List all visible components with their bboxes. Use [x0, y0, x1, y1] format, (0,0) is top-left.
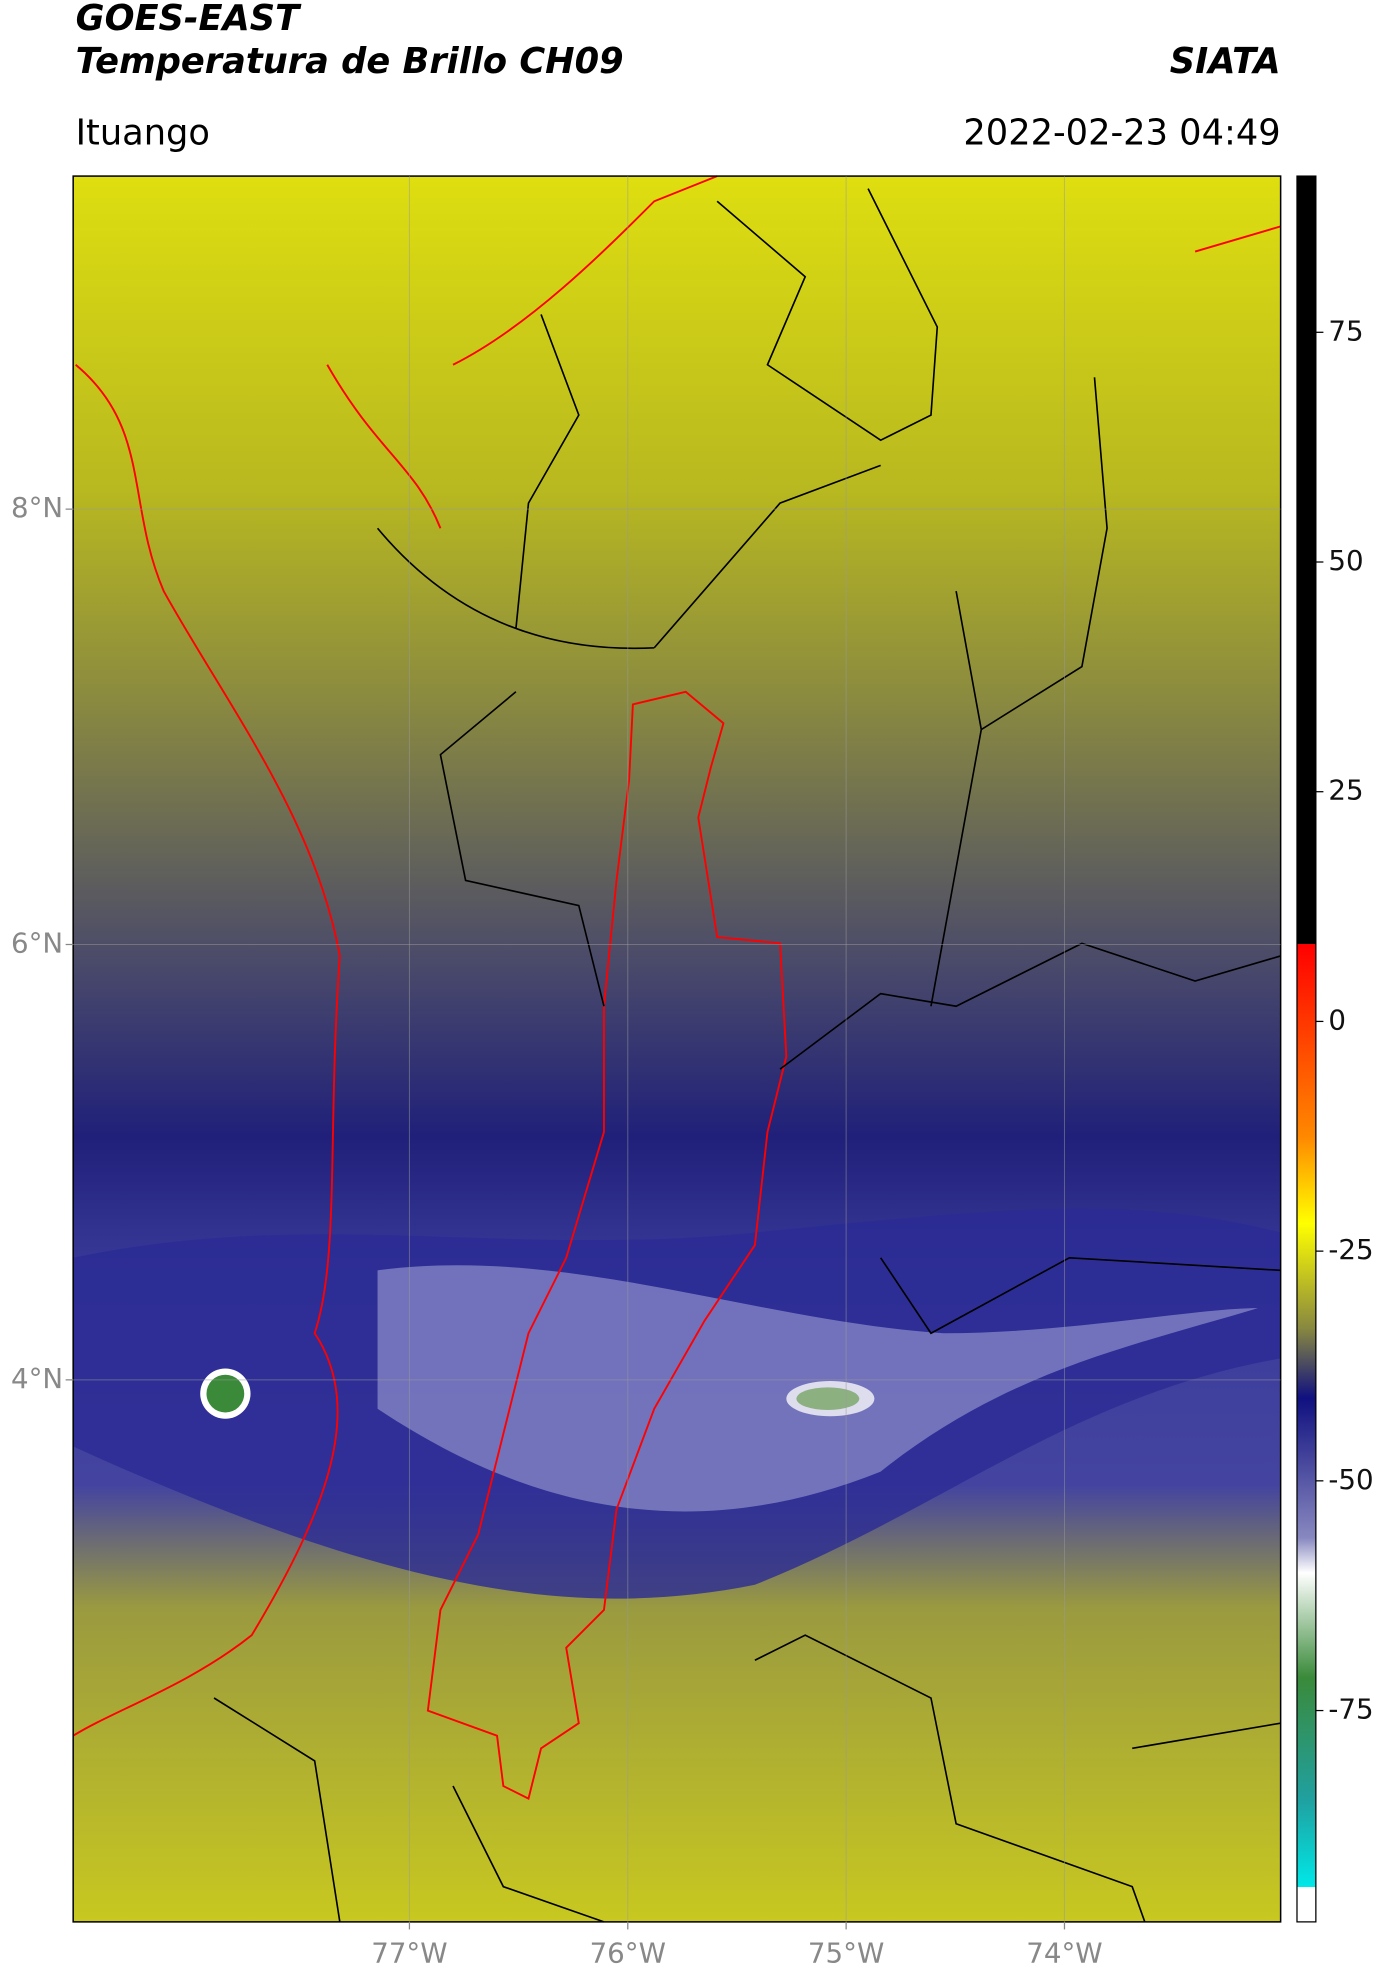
x-tick-label: 75°W [808, 1937, 884, 1970]
x-tick-label: 74°W [1026, 1937, 1102, 1970]
colorbar-tick-label: -25 [1328, 1233, 1373, 1266]
colorbar [1296, 175, 1317, 1923]
colorbar-tick-label: -75 [1328, 1693, 1373, 1726]
map [72, 175, 1281, 1923]
colorbar-tick-label: 50 [1328, 544, 1363, 577]
x-tick-label: 76°W [590, 1937, 666, 1970]
region-outline [426, 690, 788, 1800]
map-frame [72, 175, 1282, 1923]
datetime: 2022-02-23 04:49 [963, 113, 1280, 154]
x-tick-label: 77°W [371, 1937, 447, 1970]
title: GOES-EAST [76, 0, 302, 39]
colorbar-tick-label: 0 [1328, 1003, 1346, 1036]
cold-core [206, 1374, 245, 1413]
subtitle: Temperatura de Brillo CH09 [76, 41, 624, 82]
satellite-field [73, 176, 1281, 1922]
source: SIATA [1170, 41, 1281, 82]
coastline [72, 175, 1281, 1737]
y-tick-label: 8°N [11, 491, 63, 524]
admin-border [213, 188, 1281, 1923]
colorbar-tick-label: 75 [1328, 314, 1363, 347]
cold-core [796, 1387, 860, 1410]
y-tick-label: 4°N [11, 1362, 63, 1395]
colorbar-tick-label: -50 [1328, 1463, 1373, 1496]
location: Ituango [76, 113, 210, 154]
colorbar-tick-label: 25 [1328, 774, 1363, 807]
y-tick-label: 6°N [11, 927, 63, 960]
